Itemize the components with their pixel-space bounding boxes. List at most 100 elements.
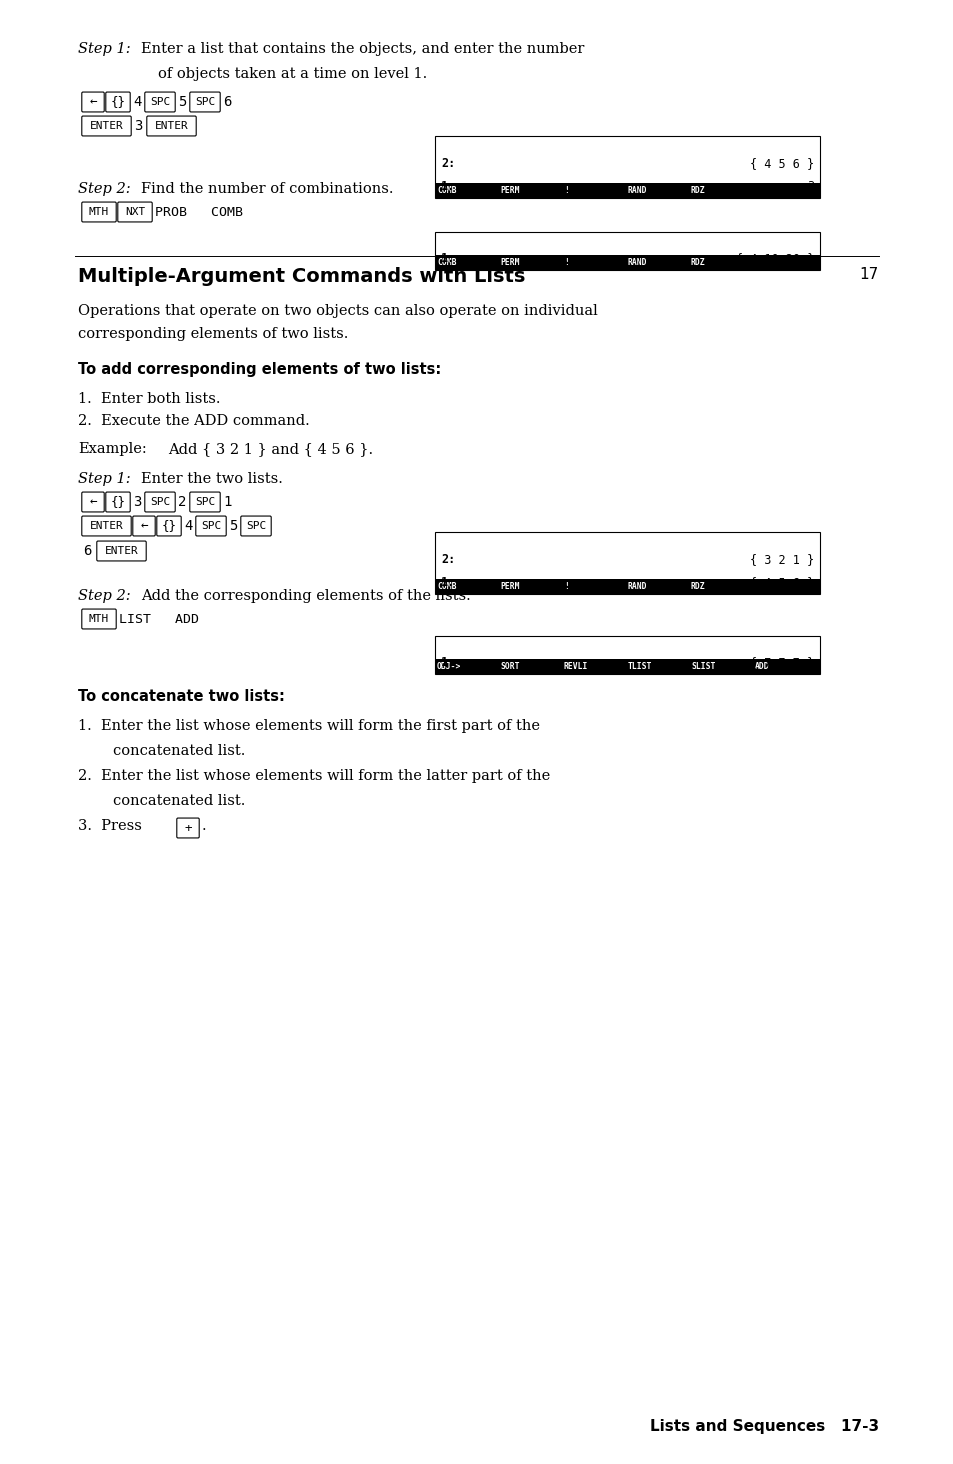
- Text: 5: 5: [229, 520, 237, 533]
- FancyBboxPatch shape: [132, 515, 155, 536]
- Text: Enter the two lists.: Enter the two lists.: [141, 471, 283, 486]
- Text: PERM: PERM: [500, 258, 519, 266]
- Text: SORT: SORT: [500, 662, 519, 671]
- Text: corresponding elements of two lists.: corresponding elements of two lists.: [78, 326, 348, 341]
- Text: of objects taken at a time on level 1.: of objects taken at a time on level 1.: [158, 67, 427, 81]
- Text: SPC: SPC: [201, 521, 221, 531]
- Text: SPC: SPC: [150, 496, 170, 507]
- Text: PROB   COMB: PROB COMB: [154, 205, 243, 218]
- Text: { 4 5 6 }: { 4 5 6 }: [749, 157, 813, 170]
- FancyBboxPatch shape: [195, 515, 226, 536]
- FancyBboxPatch shape: [176, 818, 199, 837]
- Text: 1:: 1:: [440, 656, 455, 669]
- Text: 3: 3: [806, 180, 813, 193]
- Text: 2:: 2:: [440, 157, 455, 170]
- Text: ADD: ADD: [754, 662, 768, 671]
- Text: 3: 3: [132, 495, 141, 509]
- FancyBboxPatch shape: [147, 116, 196, 136]
- FancyBboxPatch shape: [96, 542, 146, 561]
- Text: RDZ: RDZ: [690, 581, 705, 591]
- Text: 2.  Execute the ADD command.: 2. Execute the ADD command.: [78, 414, 310, 427]
- Text: RAND: RAND: [627, 258, 646, 266]
- Text: Operations that operate on two objects can also operate on individual: Operations that operate on two objects c…: [78, 305, 598, 318]
- Text: 1.  Enter the list whose elements will form the first part of the: 1. Enter the list whose elements will fo…: [78, 719, 539, 733]
- Text: TLIST: TLIST: [627, 662, 651, 671]
- Text: NXT: NXT: [125, 206, 145, 217]
- FancyBboxPatch shape: [190, 492, 220, 512]
- Text: LIST   ADD: LIST ADD: [119, 612, 199, 625]
- Text: !: !: [563, 581, 568, 591]
- FancyBboxPatch shape: [106, 492, 130, 512]
- Text: PERM: PERM: [500, 581, 519, 591]
- FancyBboxPatch shape: [82, 202, 116, 223]
- Text: SPC: SPC: [150, 97, 170, 107]
- FancyBboxPatch shape: [240, 515, 271, 536]
- Text: PERM: PERM: [500, 186, 519, 195]
- Text: 2:: 2:: [440, 552, 455, 565]
- Bar: [435, 255, 820, 269]
- Bar: [435, 183, 820, 198]
- Text: COMB: COMB: [436, 258, 456, 266]
- Text: ENTER: ENTER: [105, 546, 138, 556]
- Text: .: .: [202, 818, 207, 833]
- Text: Step 2:: Step 2:: [78, 182, 131, 196]
- Text: MTH: MTH: [89, 613, 109, 624]
- Text: 17: 17: [859, 266, 878, 283]
- Text: 6: 6: [223, 95, 232, 108]
- Text: RAND: RAND: [627, 581, 646, 591]
- Text: concatenated list.: concatenated list.: [112, 793, 245, 808]
- Text: Lists and Sequences   17-3: Lists and Sequences 17-3: [649, 1419, 878, 1435]
- Bar: [435, 136, 820, 198]
- Text: Multiple-Argument Commands with Lists: Multiple-Argument Commands with Lists: [78, 266, 525, 285]
- Text: SPC: SPC: [194, 496, 214, 507]
- FancyBboxPatch shape: [82, 92, 104, 111]
- Bar: [435, 578, 820, 594]
- Text: ENTER: ENTER: [90, 122, 123, 130]
- Text: Find the number of combinations.: Find the number of combinations.: [141, 182, 393, 196]
- FancyBboxPatch shape: [82, 116, 132, 136]
- Text: RAND: RAND: [627, 186, 646, 195]
- Text: Step 1:: Step 1:: [78, 471, 131, 486]
- Bar: [435, 531, 820, 594]
- Text: {}: {}: [161, 520, 176, 533]
- Text: To concatenate two lists:: To concatenate two lists:: [78, 690, 285, 704]
- Text: Add the corresponding elements of the lists.: Add the corresponding elements of the li…: [141, 589, 470, 603]
- Text: { 4 5 6 }: { 4 5 6 }: [749, 575, 813, 589]
- Text: OBJ->: OBJ->: [436, 662, 461, 671]
- Text: 1:: 1:: [440, 575, 455, 589]
- Text: RDZ: RDZ: [690, 258, 705, 266]
- Text: concatenated list.: concatenated list.: [112, 744, 245, 758]
- Bar: [435, 231, 820, 269]
- Bar: [435, 659, 820, 673]
- Text: 2.  Enter the list whose elements will form the latter part of the: 2. Enter the list whose elements will fo…: [78, 769, 550, 783]
- FancyBboxPatch shape: [106, 92, 130, 111]
- Text: MTH: MTH: [89, 206, 109, 217]
- Text: COMB: COMB: [436, 186, 456, 195]
- Text: SLIST: SLIST: [690, 662, 715, 671]
- Text: 2: 2: [178, 495, 186, 509]
- FancyBboxPatch shape: [190, 92, 220, 111]
- Text: !: !: [563, 186, 568, 195]
- Text: {}: {}: [111, 495, 126, 508]
- Text: { 7 7 7 }: { 7 7 7 }: [749, 656, 813, 669]
- FancyBboxPatch shape: [117, 202, 152, 223]
- Text: Add { 3 2 1 } and { 4 5 6 }.: Add { 3 2 1 } and { 4 5 6 }.: [168, 442, 373, 455]
- Text: Enter a list that contains the objects, and enter the number: Enter a list that contains the objects, …: [141, 42, 584, 56]
- Text: 4: 4: [132, 95, 141, 108]
- Text: Step 2:: Step 2:: [78, 589, 131, 603]
- Text: +: +: [184, 821, 192, 834]
- Text: ←: ←: [90, 495, 96, 508]
- Text: RDZ: RDZ: [690, 186, 705, 195]
- FancyBboxPatch shape: [145, 492, 175, 512]
- Text: 1:: 1:: [440, 252, 455, 265]
- Text: ←: ←: [90, 95, 96, 108]
- FancyBboxPatch shape: [82, 515, 132, 536]
- FancyBboxPatch shape: [82, 492, 104, 512]
- Text: SPC: SPC: [246, 521, 266, 531]
- Text: Step 1:: Step 1:: [78, 42, 131, 56]
- Text: Example:: Example:: [78, 442, 147, 455]
- Text: 1:: 1:: [440, 180, 455, 193]
- Text: { 3 2 1 }: { 3 2 1 }: [749, 552, 813, 565]
- Text: 5: 5: [178, 95, 186, 108]
- Text: REVLI: REVLI: [563, 662, 588, 671]
